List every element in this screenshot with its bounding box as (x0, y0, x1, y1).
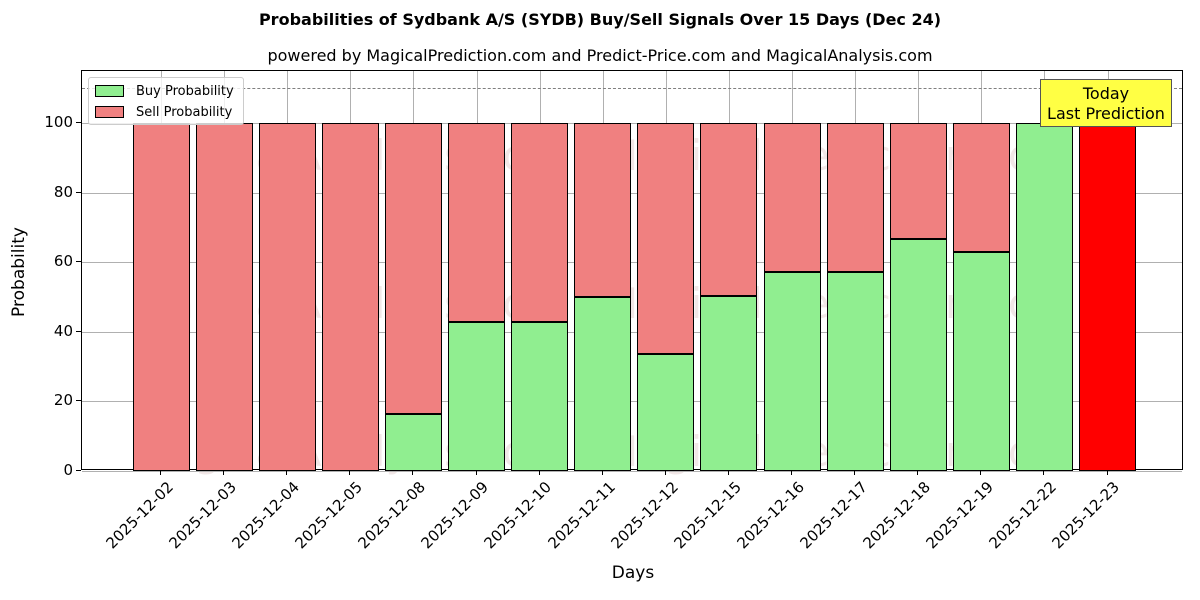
y-tick-mark (76, 400, 81, 402)
sell-bar (889, 123, 947, 239)
x-tick-mark (286, 470, 288, 475)
y-tick-label: 20 (53, 391, 73, 410)
y-tick-mark (76, 330, 81, 332)
buy-bar (574, 297, 632, 471)
buy-bar (637, 354, 695, 471)
buy-bar (511, 322, 569, 471)
y-tick-mark (76, 122, 81, 124)
y-tick-mark (76, 261, 81, 263)
sell-bar (763, 123, 821, 273)
today-sell-bar (1079, 123, 1136, 471)
x-tick-mark (349, 470, 351, 475)
y-tick-label: 80 (53, 182, 73, 201)
x-tick-mark (664, 470, 666, 475)
sell-bar (700, 123, 758, 297)
x-tick-mark (917, 470, 919, 475)
annotation-line-2: Last Prediction (1047, 104, 1165, 123)
sell-bar (448, 123, 505, 323)
y-tick-mark (76, 191, 81, 193)
x-tick-mark (727, 470, 729, 475)
y-tick-label: 60 (53, 252, 73, 271)
buy-swatch-icon (95, 85, 124, 97)
y-axis-label: Probability (8, 227, 29, 317)
gridline-h (82, 192, 1182, 194)
x-tick-label: 2025-12-17 (796, 478, 871, 553)
x-axis-label: Days (611, 563, 655, 583)
y-tick-mark (76, 470, 81, 471)
x-tick-label: 2025-12-09 (417, 478, 493, 553)
x-tick-mark (223, 470, 225, 475)
today-annotation: Today Last Prediction (1040, 79, 1172, 127)
sell-bar (195, 123, 253, 471)
gridline-h (82, 262, 1182, 264)
legend-buy-label: Buy Probability (136, 83, 234, 99)
x-tick-label: 2025-12-05 (291, 478, 367, 553)
chart-subtitle: powered by MagicalPrediction.com and Pre… (267, 46, 933, 65)
x-tick-mark (791, 470, 792, 475)
x-tick-mark (601, 470, 603, 475)
sell-bar (826, 123, 884, 273)
sell-bar (952, 123, 1010, 252)
reference-line (82, 88, 1182, 90)
buy-bar (700, 296, 758, 471)
y-tick-label: 100 (44, 113, 73, 132)
sell-swatch-icon (95, 106, 124, 118)
x-tick-label: 2025-12-16 (733, 478, 808, 553)
buy-bar (826, 272, 884, 471)
x-tick-mark (854, 470, 856, 475)
sell-bar (384, 123, 442, 414)
sell-bar (132, 123, 190, 471)
buy-bar (952, 251, 1010, 471)
gridline-h (82, 123, 1182, 125)
gridline-h (82, 471, 1182, 472)
x-tick-label: 2025-12-18 (859, 478, 934, 553)
buy-bar (1015, 123, 1073, 471)
gridline-h (82, 401, 1182, 403)
x-tick-mark (1043, 470, 1045, 475)
legend: Buy Probability Sell Probability (88, 77, 244, 125)
chart-title: Probabilities of Sydbank A/S (SYDB) Buy/… (258, 10, 942, 29)
x-tick-label: 2025-12-19 (922, 478, 998, 553)
x-tick-mark (475, 470, 477, 475)
x-tick-mark (538, 470, 540, 475)
x-tick-label: 2025-12-02 (102, 478, 177, 553)
legend-item-buy: Buy Probability (95, 83, 234, 99)
legend-item-sell: Sell Probability (95, 104, 232, 120)
x-tick-label: 2025-12-08 (354, 478, 430, 553)
x-tick-label: 2025-12-23 (1048, 478, 1124, 553)
sell-bar (511, 123, 569, 323)
annotation-line-1: Today (1082, 84, 1130, 103)
x-tick-mark (160, 470, 161, 475)
y-tick-label: 0 (63, 461, 73, 479)
gridline-h (82, 331, 1182, 333)
buy-bar (384, 413, 442, 471)
x-tick-label: 2025-12-15 (670, 478, 745, 553)
sell-bar (637, 123, 695, 355)
buy-bar (448, 322, 505, 471)
x-tick-mark (1106, 470, 1108, 475)
buy-bar (889, 238, 947, 471)
x-tick-mark (980, 470, 982, 475)
x-tick-label: 2025-12-22 (985, 478, 1061, 553)
y-tick-label: 40 (53, 321, 73, 340)
plot-area: MagicalAnalysis.comMagicalPrediction.com… (81, 70, 1183, 476)
x-tick-label: 2025-12-11 (544, 478, 619, 553)
x-tick-label: 2025-12-03 (165, 478, 240, 553)
x-tick-label: 2025-12-10 (480, 478, 556, 553)
sell-bar (574, 123, 632, 298)
sell-bar (321, 123, 379, 471)
buy-bar (763, 272, 821, 471)
sell-bar (258, 123, 316, 471)
x-tick-mark (412, 470, 414, 475)
legend-sell-label: Sell Probability (136, 104, 233, 120)
x-tick-label: 2025-12-04 (228, 478, 303, 553)
